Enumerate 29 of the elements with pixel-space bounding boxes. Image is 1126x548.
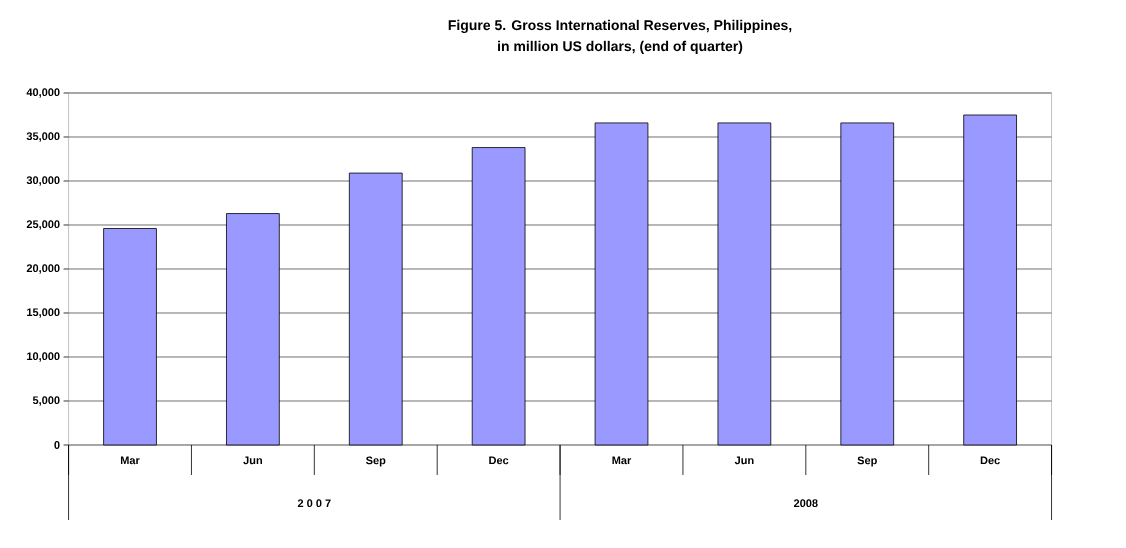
bar xyxy=(471,147,526,446)
y-tick-label: 20,000 xyxy=(26,264,60,274)
x-tick-label: Mar xyxy=(120,456,140,465)
y-tick-label: 10,000 xyxy=(27,352,60,362)
x-tick-label: Mar xyxy=(612,456,632,465)
y-tick-label: 40,000 xyxy=(26,88,60,98)
y-tick-label: 25,000 xyxy=(26,220,60,230)
text: 2008 xyxy=(793,499,818,508)
bar xyxy=(348,172,403,446)
x-tick-label: Dec xyxy=(489,456,509,465)
y-tick-label: 5,000 xyxy=(32,396,60,406)
y-tick-label: 30,000 xyxy=(26,176,60,186)
x-tick-label: Jun xyxy=(243,456,262,465)
y-tick-label: 35,000 xyxy=(26,132,60,142)
text: 2 0 0 7 xyxy=(297,499,331,508)
x-tick-label: Jun xyxy=(734,456,754,465)
bar xyxy=(594,122,649,446)
chart-subtitle: in million US dollars, (end of quarter) xyxy=(498,40,743,54)
chart-title: Figure 5. Gross International Reserves, Philippines, xyxy=(448,19,792,33)
x-tick-label: Sep xyxy=(857,456,877,467)
bar xyxy=(103,228,157,446)
y-tick-label: 0 xyxy=(54,441,60,449)
x-tick-label: Dec xyxy=(980,456,1000,465)
y-tick-label: 15,000 xyxy=(27,308,60,318)
bar xyxy=(717,122,772,446)
bar xyxy=(840,122,895,446)
bar xyxy=(963,114,1017,446)
x-tick-label: Sep xyxy=(365,456,386,467)
bar xyxy=(226,213,280,446)
